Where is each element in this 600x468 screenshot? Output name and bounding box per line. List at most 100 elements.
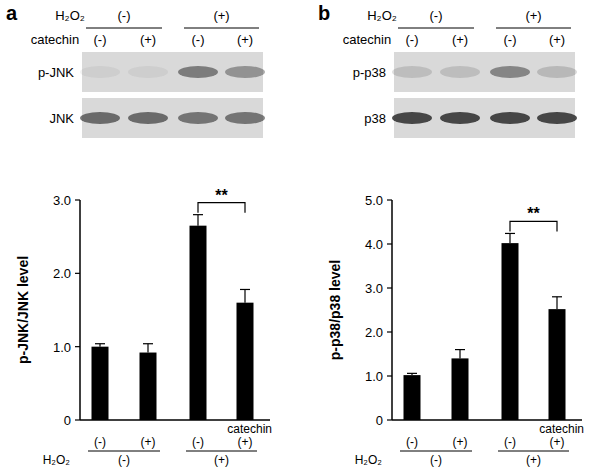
bar bbox=[404, 375, 421, 420]
error-bar bbox=[147, 344, 148, 353]
blot-lane-label: (+) bbox=[452, 32, 468, 47]
y-tick bbox=[75, 419, 80, 420]
panel: bH₂O₂(-)(+)catechin(-)(+)(-)(+)p-p38p380… bbox=[318, 2, 584, 467]
bar bbox=[190, 226, 207, 420]
group-line bbox=[88, 451, 160, 452]
group-line bbox=[186, 451, 257, 452]
blot-row-label: p-JNK bbox=[38, 65, 74, 80]
blot-row-label: JNK bbox=[49, 111, 74, 126]
y-tick-label: 1.0 bbox=[365, 369, 383, 384]
y-tick bbox=[75, 346, 80, 347]
group-line bbox=[496, 28, 571, 29]
blot-band bbox=[178, 66, 218, 78]
blot-band bbox=[440, 112, 480, 124]
y-tick bbox=[387, 375, 392, 376]
significance-label: ** bbox=[527, 205, 540, 222]
significance-label: ** bbox=[215, 187, 228, 204]
category-axis-label: catechin bbox=[539, 422, 584, 436]
group-line bbox=[498, 451, 569, 452]
y-axis-label: p-p38/p38 level bbox=[327, 260, 343, 360]
x-tick-label: (-) bbox=[406, 435, 418, 449]
blot-band bbox=[392, 112, 432, 124]
figure: aH₂O₂(-)(+)catechin(-)(+)(-)(+)p-JNKJNK0… bbox=[0, 0, 600, 468]
error-bar bbox=[556, 297, 557, 309]
group-label: (-) bbox=[430, 453, 442, 467]
y-axis-label: p-JNK/JNK level bbox=[15, 256, 31, 364]
x-tick-label: (-) bbox=[94, 435, 106, 449]
y-tick bbox=[387, 331, 392, 332]
error-cap bbox=[143, 343, 153, 344]
blot-row-label: p38 bbox=[364, 111, 386, 126]
group-axis-label: H₂O₂ bbox=[43, 453, 71, 467]
error-cap bbox=[240, 289, 250, 290]
blot-band bbox=[80, 112, 120, 124]
blot-group-label: (+) bbox=[213, 8, 229, 23]
y-axis bbox=[391, 200, 393, 420]
blot-lane-label: (+) bbox=[237, 32, 253, 47]
blot-band bbox=[440, 66, 480, 78]
bar bbox=[502, 243, 519, 420]
y-tick-label: 1.0 bbox=[53, 340, 71, 355]
y-tick bbox=[75, 199, 80, 200]
group-line bbox=[398, 28, 474, 29]
y-tick-label: 5.0 bbox=[365, 193, 383, 208]
blot-band bbox=[490, 66, 530, 78]
x-tick-label: (+) bbox=[550, 435, 565, 449]
blot-header-label: H₂O₂ bbox=[367, 8, 397, 23]
blot-lane-label: (+) bbox=[140, 32, 156, 47]
bar bbox=[92, 347, 109, 420]
error-cap bbox=[95, 343, 105, 344]
error-cap bbox=[407, 373, 417, 374]
error-bar bbox=[244, 289, 245, 302]
error-bar bbox=[197, 215, 198, 226]
blot-band bbox=[225, 112, 265, 124]
y-tick bbox=[387, 419, 392, 420]
y-tick-label: 2.0 bbox=[53, 266, 71, 281]
y-tick bbox=[387, 287, 392, 288]
group-line bbox=[86, 28, 162, 29]
bar bbox=[549, 309, 566, 420]
blot-lane-label: (-) bbox=[192, 32, 205, 47]
panel-letter: b bbox=[318, 2, 330, 24]
group-axis-label: H₂O₂ bbox=[355, 453, 383, 467]
blot-band bbox=[392, 66, 432, 78]
x-tick-label: (+) bbox=[141, 435, 156, 449]
significance-bracket bbox=[198, 203, 245, 213]
group-label: (-) bbox=[118, 453, 130, 467]
error-cap bbox=[505, 233, 515, 234]
bar bbox=[140, 353, 157, 420]
blot-lane-label: (-) bbox=[504, 32, 517, 47]
x-tick-label: (-) bbox=[192, 435, 204, 449]
y-axis bbox=[79, 200, 81, 420]
y-tick-label: 4.0 bbox=[365, 237, 383, 252]
group-label: (+) bbox=[214, 453, 229, 467]
y-tick bbox=[387, 243, 392, 244]
significance-bracket bbox=[510, 221, 557, 231]
blot-lane-label: (+) bbox=[549, 32, 565, 47]
blot-band bbox=[490, 112, 530, 124]
blot-band bbox=[128, 112, 168, 124]
blot-lanes-label: catechin bbox=[343, 32, 391, 47]
y-tick bbox=[75, 273, 80, 274]
blot-lanes-label: catechin bbox=[31, 32, 79, 47]
blot-row-label: p-p38 bbox=[353, 65, 386, 80]
panel-letter: a bbox=[6, 2, 18, 24]
bars bbox=[92, 215, 254, 420]
blot-lane-label: (-) bbox=[94, 32, 107, 47]
error-bar bbox=[459, 350, 460, 359]
bars bbox=[404, 233, 566, 420]
blot-group-label: (+) bbox=[525, 8, 541, 23]
group-line bbox=[400, 451, 472, 452]
error-cap bbox=[193, 214, 203, 215]
blot-band bbox=[128, 66, 168, 78]
blot-band bbox=[225, 66, 265, 78]
blot-group-label: (-) bbox=[118, 8, 131, 23]
error-cap bbox=[552, 296, 562, 297]
y-tick-label: 0 bbox=[376, 413, 383, 428]
blot-group-label: (-) bbox=[430, 8, 443, 23]
bar bbox=[237, 303, 254, 420]
blot-band bbox=[80, 66, 120, 78]
blot-band bbox=[178, 112, 218, 124]
y-tick-label: 3.0 bbox=[53, 193, 71, 208]
y-tick bbox=[387, 199, 392, 200]
